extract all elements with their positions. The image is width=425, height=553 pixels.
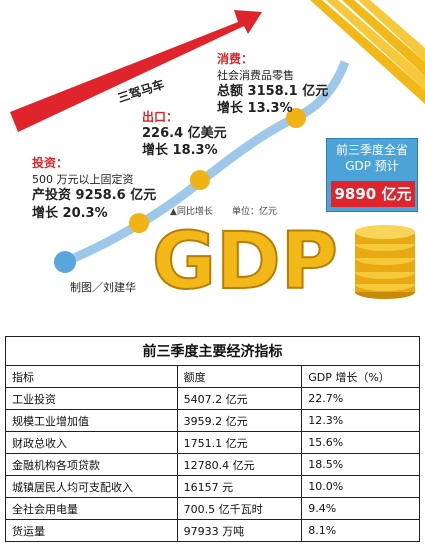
cell-growth: 22.7% xyxy=(301,387,420,410)
table-row: 规模工业增加值 3959.2 亿元 12.3% xyxy=(5,409,420,432)
header-amount: 额度 xyxy=(176,365,303,388)
cell-growth: 15.6% xyxy=(301,431,420,454)
dot-investment xyxy=(129,213,149,233)
export-line2: 增长 18.3% xyxy=(142,143,218,158)
indicators-table-wrap: 前三季度主要经济指标 指标 额度 GDP 增长（%） 工业投资 5407.2 亿… xyxy=(5,336,420,550)
forecast-value: 9890 亿元 xyxy=(331,181,415,207)
consumption-line3: 增长 13.3% xyxy=(217,101,293,116)
cell-growth: 12.3% xyxy=(301,409,420,432)
cell-indicator: 规模工业增加值 xyxy=(5,409,178,432)
headline-arrow xyxy=(10,10,262,132)
gdp-forecast-box: 前三季度全省 GDP 预计 9890 亿元 xyxy=(326,138,418,212)
table-header-row: 指标 额度 GDP 增长（%） xyxy=(5,365,420,388)
consumption-line2: 总额 3158.1 亿元 xyxy=(217,84,329,99)
table-row: 货运量 97933 万吨 8.1% xyxy=(5,519,420,542)
dot-consumption xyxy=(286,108,306,128)
growth-path xyxy=(63,60,350,267)
forecast-label-1: 前三季度全省 xyxy=(335,143,408,157)
credit: 制图／刘建华 xyxy=(70,281,136,294)
cell-growth: 9.4% xyxy=(301,497,420,520)
infographic-graphics: GDP xyxy=(10,0,425,305)
coin-stack xyxy=(355,225,415,299)
cell-amount: 12780.4 亿元 xyxy=(176,453,303,476)
consumption-line1: 社会消费品零售 xyxy=(217,69,294,82)
indicators-table: 前三季度主要经济指标 指标 额度 GDP 增长（%） 工业投资 5407.2 亿… xyxy=(5,336,420,542)
cell-indicator: 货运量 xyxy=(5,519,178,542)
header-growth: GDP 增长（%） xyxy=(301,365,420,388)
table-row: 工业投资 5407.2 亿元 22.7% xyxy=(5,387,420,410)
gdp-infographic: GDP 前三季度全省 GDP 增长 10.2% 三驾马车 投资： 500 万元以… xyxy=(10,0,425,305)
investment-header: 投资： xyxy=(32,156,69,170)
table-row: 财政总收入 1751.1 亿元 15.6% xyxy=(5,431,420,454)
export-header: 出口： xyxy=(142,110,179,124)
cell-amount: 16157 元 xyxy=(176,475,303,498)
cell-indicator: 财政总收入 xyxy=(5,431,178,454)
dot-start xyxy=(54,251,76,273)
table-row: 城镇居民人均可支配收入 16157 元 10.0% xyxy=(5,475,420,498)
gold-stripes xyxy=(310,0,425,104)
cell-indicator: 工业投资 xyxy=(5,387,178,410)
dot-export xyxy=(190,170,210,190)
consumption-header: 消费： xyxy=(217,52,254,66)
cell-amount: 97933 万吨 xyxy=(176,519,303,542)
cell-amount: 700.5 亿千瓦时 xyxy=(176,497,303,520)
export-line1: 226.4 亿美元 xyxy=(142,126,227,141)
legend-unit: 单位：亿元 xyxy=(232,207,278,217)
forecast-label-2: GDP 预计 xyxy=(345,159,399,173)
cell-growth: 10.0% xyxy=(301,475,420,498)
investment-line3: 增长 20.3% xyxy=(32,206,108,221)
investment-line2: 产投资 9258.6 亿元 xyxy=(32,188,157,203)
cell-growth: 18.5% xyxy=(301,453,420,476)
legend-growth: ▲同比增长 xyxy=(170,207,213,217)
cell-indicator: 城镇居民人均可支配收入 xyxy=(5,475,178,498)
header-indicator: 指标 xyxy=(5,365,178,388)
cell-indicator: 全社会用电量 xyxy=(5,497,178,520)
table-row: 全社会用电量 700.5 亿千瓦时 9.4% xyxy=(5,497,420,520)
table-row: 金融机构各项贷款 12780.4 亿元 18.5% xyxy=(5,453,420,476)
gdp-letters: GDP xyxy=(152,217,338,305)
cell-amount: 1751.1 亿元 xyxy=(176,431,303,454)
investment-line1: 500 万元以上固定资 xyxy=(32,173,134,186)
cell-growth: 8.1% xyxy=(301,519,420,542)
cell-amount: 3959.2 亿元 xyxy=(176,409,303,432)
table-title: 前三季度主要经济指标 xyxy=(5,336,420,365)
cell-amount: 5407.2 亿元 xyxy=(176,387,303,410)
cell-indicator: 金融机构各项贷款 xyxy=(5,453,178,476)
